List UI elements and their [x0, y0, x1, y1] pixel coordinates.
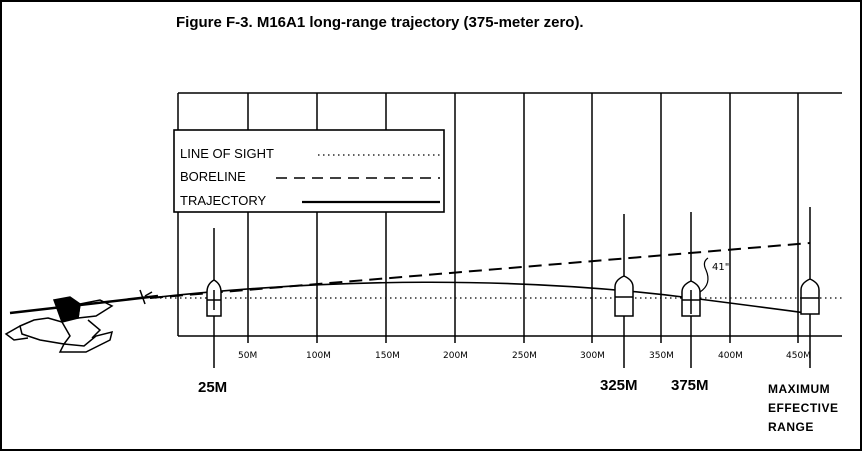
tick-label-350m: 350M: [649, 351, 674, 361]
max-range-line-1: MAXIMUM: [768, 382, 830, 396]
tick-label-200m: 200M: [443, 351, 468, 361]
figure-title: Figure F-3. M16A1 long-range trajectory …: [176, 14, 584, 31]
max-range-line-2: EFFECTIVE: [768, 401, 839, 415]
target-25m-icon: [206, 279, 222, 317]
target-label-25m: 25M: [198, 379, 227, 396]
tick-label-100m: 100M: [306, 351, 331, 361]
max-range-label: MAXIMUM EFFECTIVE RANGE: [768, 382, 839, 434]
tick-label-300m: 300M: [580, 351, 605, 361]
legend-label-trajectory: TRAJECTORY: [180, 193, 267, 208]
max-range-line-3: RANGE: [768, 420, 814, 434]
drop-annotation: 41": [699, 257, 729, 293]
target-label-375m: 375M: [671, 377, 709, 394]
target-375m-icon: [681, 280, 701, 317]
rifleman-icon: [4, 289, 159, 353]
tick-label-450m: 450M: [786, 351, 811, 361]
legend: LINE OF SIGHT BORELINE TRAJECTORY: [173, 129, 445, 213]
tick-label-50m: 50M: [238, 351, 257, 361]
drop-annotation-label: 41": [712, 262, 729, 273]
boreline: [149, 242, 811, 299]
legend-label-line-of-sight: LINE OF SIGHT: [180, 146, 274, 161]
target-label-325m: 325M: [600, 377, 638, 394]
tick-label-150m: 150M: [375, 351, 400, 361]
axis-tick-labels: 50M 100M 150M 200M 250M 300M 350M 400M 4…: [238, 351, 811, 361]
target-325m-icon: [614, 275, 634, 317]
legend-box: [173, 129, 445, 213]
target-posts: [213, 207, 811, 368]
tick-label-250m: 250M: [512, 351, 537, 361]
tick-label-400m: 400M: [718, 351, 743, 361]
legend-label-boreline: BORELINE: [180, 169, 246, 184]
target-max-range-icon: [800, 278, 820, 315]
